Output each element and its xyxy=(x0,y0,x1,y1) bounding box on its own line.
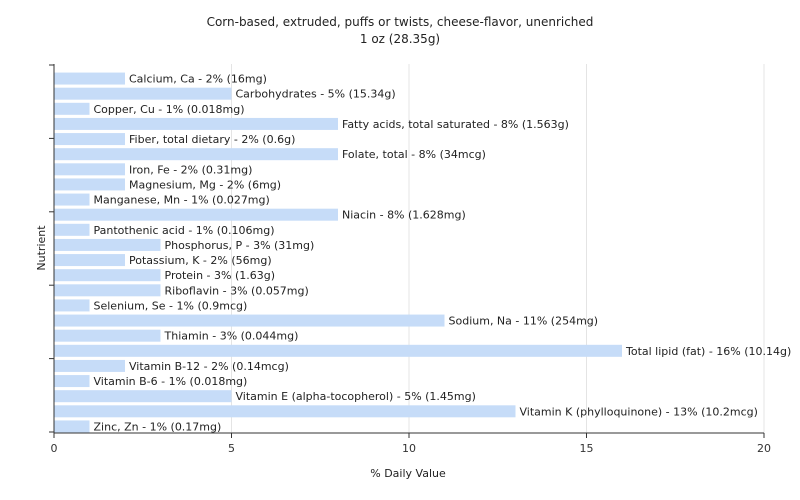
bar-label: Sodium, Na - 11% (254mg) xyxy=(449,315,599,328)
bar-label: Magnesium, Mg - 2% (6mg) xyxy=(129,178,281,191)
bar-label: Total lipid (fat) - 16% (10.14g) xyxy=(625,345,791,358)
bar xyxy=(54,314,445,327)
bar xyxy=(54,390,232,403)
bar-label: Phosphorus, P - 3% (31mg) xyxy=(165,239,315,252)
bar-label: Selenium, Se - 1% (0.9mcg) xyxy=(94,299,248,312)
bar xyxy=(54,208,338,221)
bar-label: Niacin - 8% (1.628mg) xyxy=(342,209,466,222)
bar xyxy=(54,223,90,236)
bar xyxy=(54,163,125,176)
axes: 0 5 10 15 20 xyxy=(49,64,771,455)
bar-label: Fatty acids, total saturated - 8% (1.563… xyxy=(342,118,569,131)
bar xyxy=(54,87,232,100)
bar xyxy=(54,284,161,297)
bar xyxy=(54,102,90,115)
bar-label: Vitamin K (phylloquinone) - 13% (10.2mcg… xyxy=(520,405,758,418)
bar-label: Potassium, K - 2% (56mg) xyxy=(129,254,272,267)
x-tick-label: 20 xyxy=(757,442,771,455)
bar-label: Calcium, Ca - 2% (16mg) xyxy=(129,73,267,86)
x-tick-label: 5 xyxy=(228,442,235,455)
x-tick-label: 0 xyxy=(51,442,58,455)
bar-label: Manganese, Mn - 1% (0.027mg) xyxy=(94,194,270,207)
bar xyxy=(54,299,90,312)
chart-subtitle: 1 oz (28.35g) xyxy=(359,32,441,46)
y-axis-label: Nutrient xyxy=(35,225,48,271)
bar xyxy=(54,375,90,388)
bar xyxy=(54,193,90,206)
bar-label: Iron, Fe - 2% (0.31mg) xyxy=(129,163,252,176)
bars: Calcium, Ca - 2% (16mg) Carbohydrates - 5… xyxy=(54,72,791,433)
bar xyxy=(54,329,161,342)
x-tick-label: 15 xyxy=(580,442,594,455)
bar-label: Thiamin - 3% (0.044mg) xyxy=(164,330,299,343)
bar-label: Riboflavin - 3% (0.057mg) xyxy=(165,284,309,297)
bar-label: Vitamin B-6 - 1% (0.018mg) xyxy=(94,375,248,388)
bar xyxy=(54,72,125,85)
x-tick-label: 10 xyxy=(402,442,416,455)
bar xyxy=(54,254,125,267)
bar-label: Vitamin B-12 - 2% (0.14mcg) xyxy=(129,360,289,373)
bar xyxy=(54,117,338,130)
bar-label: Fiber, total dietary - 2% (0.6g) xyxy=(129,133,295,146)
bar-label: Pantothenic acid - 1% (0.106mg) xyxy=(94,224,275,237)
bar xyxy=(54,133,125,146)
bar-label: Vitamin E (alpha-tocopherol) - 5% (1.45m… xyxy=(236,390,476,403)
bar xyxy=(54,238,161,251)
bar-label: Carbohydrates - 5% (15.34g) xyxy=(236,88,396,101)
bar xyxy=(54,344,622,357)
bar xyxy=(54,405,516,418)
chart-title: Corn-based, extruded, puffs or twists, c… xyxy=(206,15,594,29)
bar xyxy=(54,269,161,282)
bar xyxy=(54,420,90,433)
x-axis-label: % Daily Value xyxy=(370,467,446,480)
bar xyxy=(54,148,338,161)
chart-title-block: Corn-based, extruded, puffs or twists, c… xyxy=(0,14,800,48)
bar xyxy=(54,178,125,191)
bar-label: Protein - 3% (1.63g) xyxy=(165,269,276,282)
bar-label: Zinc, Zn - 1% (0.17mg) xyxy=(94,420,222,433)
bar-label: Folate, total - 8% (34mcg) xyxy=(342,148,486,161)
bar xyxy=(54,359,125,372)
bar-label: Copper, Cu - 1% (0.018mg) xyxy=(94,103,245,116)
